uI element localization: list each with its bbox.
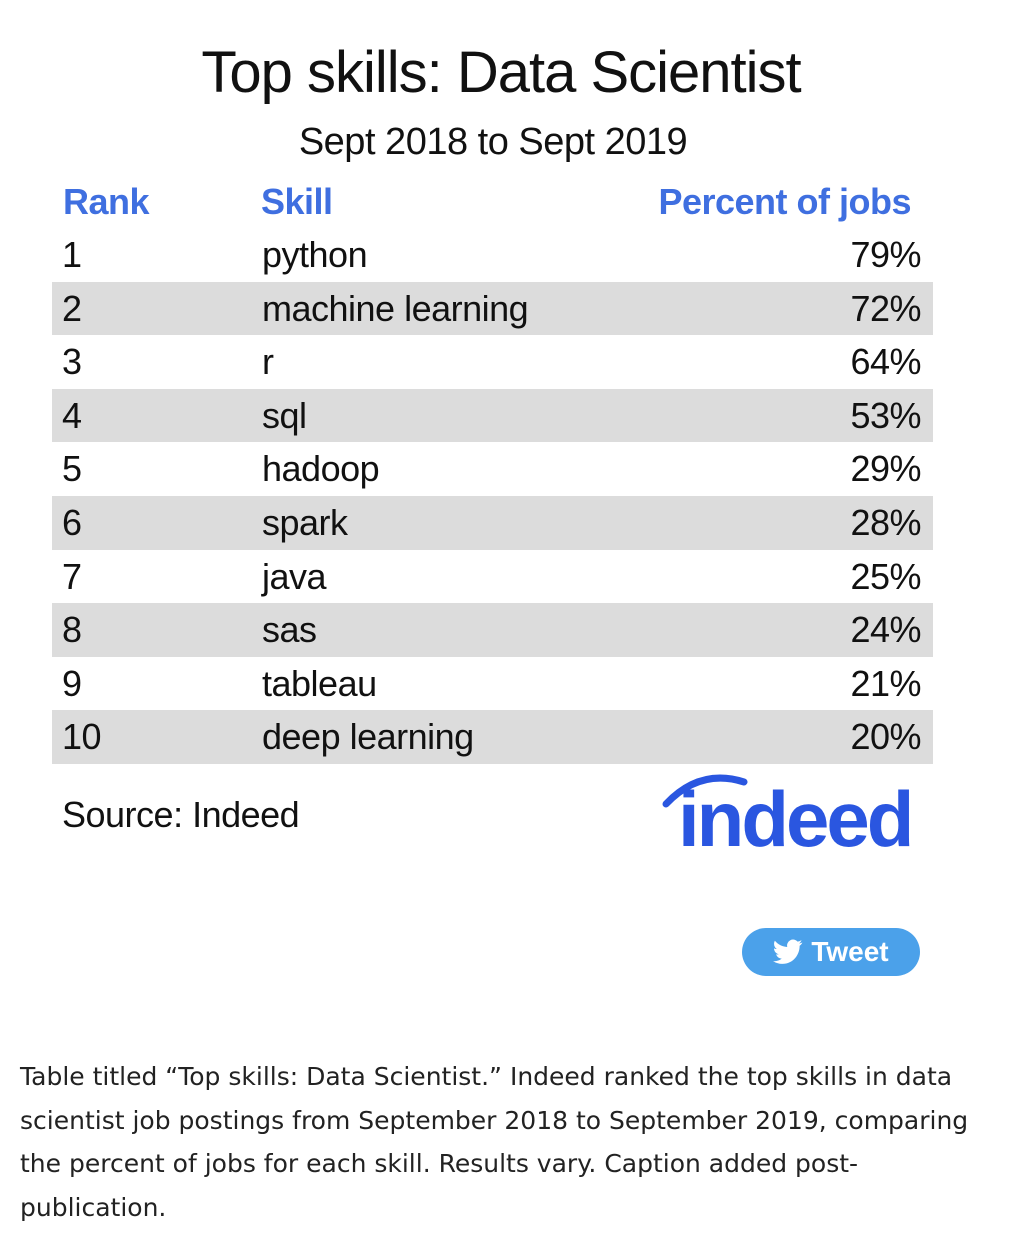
row-percent: 79% [850,234,921,275]
skills-table: 1 python 79% 2 machine learning 72% 3 r … [52,228,933,764]
row-rank: 8 [62,609,82,651]
table-title: Top skills: Data Scientist [201,40,801,105]
row-rank: 10 [62,716,102,758]
table-row: 6 spark 28% [52,495,933,550]
row-percent: 29% [850,448,921,490]
header-skill: Skill [261,181,333,222]
row-percent: 24% [850,609,921,651]
row-rank: 3 [62,341,82,383]
row-skill: sas [262,609,317,651]
row-rank: 1 [62,234,82,275]
row-rank: 5 [62,448,82,490]
row-skill: spark [262,501,348,543]
image-caption: Table titled “Top skills: Data Scientist… [20,1062,969,1222]
row-percent: 72% [850,287,921,329]
row-rank: 9 [62,662,82,704]
row-rank: 4 [62,394,82,436]
row-skill: tableau [262,662,377,704]
row-skill: hadoop [262,448,380,490]
tweet-button[interactable]: Tweet [742,928,920,976]
row-percent: 53% [850,394,921,436]
row-percent: 28% [850,501,921,543]
twitter-bird-icon [773,939,803,964]
header-rank: Rank [63,181,150,222]
row-percent: 64% [850,341,921,383]
tweet-label: Tweet [811,936,889,967]
table-header: Rank Skill Percent of jobs [52,176,933,228]
row-skill: machine learning [262,287,529,329]
table-row: 5 hadoop 29% [52,442,933,496]
table-row: 9 tableau 21% [52,657,933,711]
indeed-logo: indeed [660,770,935,865]
row-percent: 25% [850,555,921,597]
logo-wordmark: indeed [678,775,914,863]
table-row: 7 java 25% [52,550,933,604]
row-rank: 6 [62,501,82,543]
row-rank: 7 [62,555,82,597]
row-percent: 21% [850,662,921,704]
table-row: 3 r 64% [52,335,933,389]
table-subtitle: Sept 2018 to Sept 2019 [298,121,688,163]
row-rank: 2 [62,287,82,329]
row-skill: deep learning [262,716,474,758]
row-percent: 20% [850,716,921,758]
logo-arc-icon [662,774,748,808]
source-note: Source: Indeed [62,794,300,835]
row-skill: java [262,555,327,597]
row-skill: sql [262,394,307,436]
table-row: 8 sas 24% [52,603,933,657]
header-percent: Percent of jobs [658,181,911,222]
table-row: 4 sql 53% [52,388,933,443]
row-skill: python [262,234,368,275]
row-skill: r [262,341,274,383]
table-row: 10 deep learning 20% [52,710,933,764]
table-row: 1 python 79% [52,228,933,282]
table-row: 2 machine learning 72% [52,281,933,336]
